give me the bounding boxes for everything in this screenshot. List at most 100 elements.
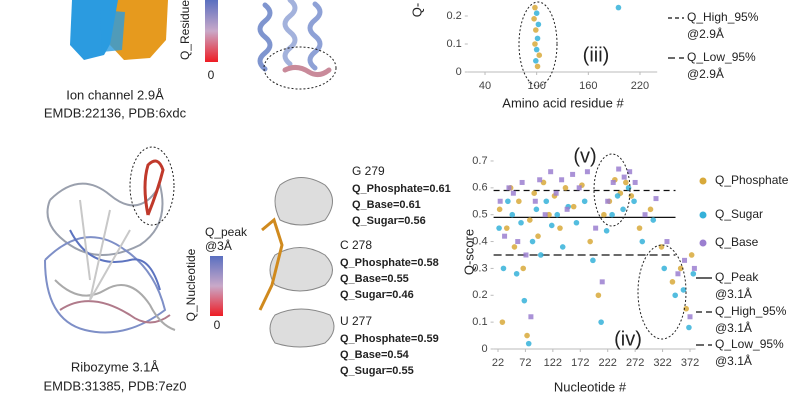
highlight-ellipse bbox=[593, 153, 631, 227]
nucleotide-score: Q_Phosphate=0.58 bbox=[340, 257, 439, 269]
point bbox=[587, 238, 593, 245]
legend-label: @3.1Å bbox=[715, 320, 752, 335]
point bbox=[682, 257, 688, 263]
nucleotide-name: C 278 bbox=[340, 238, 372, 252]
caption: EMDB:31385, PDB:7ez0 bbox=[43, 378, 186, 393]
point bbox=[675, 271, 681, 277]
highlight-ellipse bbox=[263, 46, 337, 90]
chart: 0 0.1 0.2 0.3 0.4 0.5 0.6 0.7 22 72 122 172 222 272 32… bbox=[461, 145, 788, 394]
y-tick-label: 0 bbox=[456, 66, 462, 78]
helix-model bbox=[257, 0, 332, 78]
point bbox=[523, 252, 529, 258]
point bbox=[598, 319, 604, 325]
colorbar-min: 0 bbox=[214, 318, 221, 332]
point bbox=[576, 185, 582, 191]
point bbox=[509, 211, 516, 218]
nucleotide-score: Q_Base=0.54 bbox=[340, 349, 410, 361]
legend-label: @2.9Å bbox=[687, 66, 724, 81]
y-tick-label: 0.1 bbox=[472, 316, 487, 328]
point bbox=[532, 4, 538, 11]
point bbox=[690, 270, 697, 277]
point bbox=[615, 4, 622, 11]
point bbox=[669, 279, 676, 285]
point bbox=[510, 190, 516, 196]
point bbox=[647, 206, 654, 213]
point bbox=[595, 292, 602, 299]
caption: EMDB:22136, PDB:6xdc bbox=[44, 105, 187, 120]
x-tick-label: 222 bbox=[599, 357, 617, 369]
point bbox=[605, 198, 611, 204]
point bbox=[537, 177, 543, 183]
legend-label: Q_High_95% bbox=[687, 10, 759, 24]
point bbox=[525, 340, 532, 347]
point bbox=[532, 198, 538, 204]
point bbox=[503, 225, 510, 231]
point bbox=[496, 206, 503, 213]
point bbox=[505, 198, 511, 205]
point bbox=[497, 198, 503, 204]
point bbox=[518, 219, 524, 226]
ribozyme-model bbox=[44, 159, 176, 334]
point bbox=[536, 52, 543, 58]
point bbox=[557, 225, 563, 231]
annotation: (iii) bbox=[583, 44, 610, 66]
point bbox=[528, 314, 534, 320]
y-tick-label: 0.4 bbox=[472, 235, 487, 247]
point bbox=[581, 198, 588, 205]
annotation: (v) bbox=[573, 145, 596, 167]
point bbox=[599, 279, 605, 285]
y-tick-label: 0.6 bbox=[472, 182, 487, 194]
point bbox=[533, 206, 540, 213]
point bbox=[603, 228, 610, 234]
point bbox=[650, 217, 657, 223]
legend-marker bbox=[699, 177, 707, 185]
point bbox=[628, 193, 635, 199]
legend-label: @3.1Å bbox=[715, 286, 752, 301]
legend-label: Q_Sugar bbox=[715, 207, 763, 221]
point bbox=[511, 244, 518, 250]
point bbox=[515, 239, 521, 245]
x-tick-label: 72 bbox=[519, 357, 531, 369]
point bbox=[570, 171, 576, 177]
point bbox=[677, 265, 684, 272]
caption: Ion channel 2.9Å bbox=[66, 87, 164, 102]
x-tick-label: 160 bbox=[579, 80, 597, 92]
nucleotide-density bbox=[258, 177, 335, 348]
point bbox=[534, 63, 541, 70]
point bbox=[531, 15, 537, 22]
y-axis-label: Q- bbox=[409, 3, 424, 17]
point bbox=[620, 206, 626, 213]
point bbox=[533, 58, 539, 64]
nucleotide-score: Q_Phosphate=0.59 bbox=[340, 333, 439, 345]
point bbox=[627, 169, 633, 175]
highlight-ellipse bbox=[518, 1, 558, 87]
point bbox=[636, 225, 643, 231]
point bbox=[625, 185, 632, 191]
nucleotide-score: Q_Sugar=0.46 bbox=[340, 289, 414, 301]
legend-label: Q_High_95% bbox=[715, 304, 787, 318]
point bbox=[554, 211, 561, 218]
point bbox=[533, 27, 539, 33]
point bbox=[688, 252, 695, 258]
nucleotide-score: Q_Sugar=0.56 bbox=[352, 215, 426, 227]
point bbox=[616, 166, 622, 172]
point bbox=[686, 324, 692, 331]
nucleotide-score: Q_Sugar=0.55 bbox=[340, 365, 414, 377]
colorbar bbox=[205, 0, 218, 62]
x-tick-label: 172 bbox=[571, 357, 589, 369]
legend-label: Q_Low_95% bbox=[687, 50, 756, 64]
nucleotide-name: G 279 bbox=[352, 164, 385, 178]
y-tick-label: 0.7 bbox=[472, 155, 487, 167]
y-tick-label: 0.2 bbox=[447, 10, 462, 22]
y-tick-label: 0.3 bbox=[472, 262, 487, 274]
point bbox=[631, 198, 637, 205]
point bbox=[680, 287, 687, 293]
point bbox=[639, 238, 646, 245]
point bbox=[521, 297, 528, 304]
x-tick-label: 220 bbox=[631, 80, 649, 92]
y-axis-label: Q-score bbox=[461, 229, 476, 275]
x-tick-label: 122 bbox=[544, 357, 562, 369]
colorbar-title: @3Å bbox=[205, 238, 232, 253]
